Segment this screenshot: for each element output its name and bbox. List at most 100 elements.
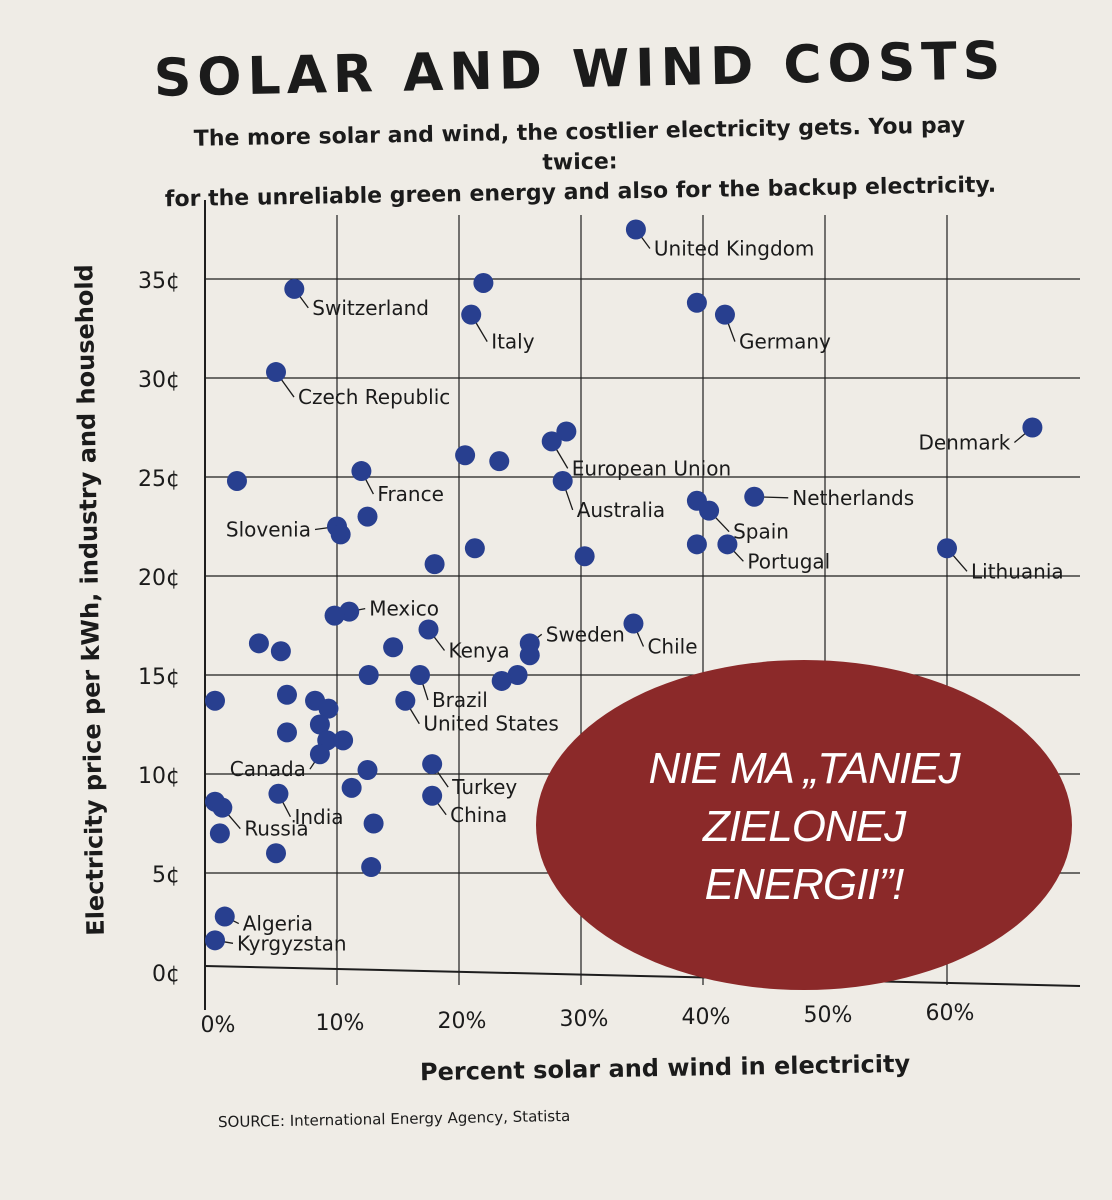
data-point [309, 714, 330, 735]
data-point [491, 670, 512, 691]
point-label: Denmark [918, 431, 1010, 455]
point-label: Sweden [546, 622, 625, 646]
x-axis-line [204, 965, 1081, 987]
x-tick-label: 10% [316, 1011, 365, 1036]
data-point [248, 633, 269, 654]
y-tick-label: 20¢ [138, 566, 180, 591]
data-point [714, 304, 735, 325]
data-point [358, 665, 379, 685]
data-point [357, 506, 378, 527]
data-point [226, 470, 247, 491]
data-point [309, 744, 330, 765]
data-point [422, 785, 443, 806]
data-point [268, 783, 289, 804]
data-point [205, 690, 225, 711]
data-point [699, 500, 720, 521]
x-tick-label: 0% [201, 1013, 236, 1038]
data-point [284, 278, 305, 299]
stamp-line-1: NIE MA „TANIEJ [648, 744, 960, 793]
x-tick-label: 20% [438, 1009, 487, 1034]
y-tick-label: 10¢ [138, 764, 180, 789]
point-label: Netherlands [792, 486, 914, 510]
data-point [473, 272, 494, 293]
point-label: Portugal [747, 549, 830, 573]
data-point [324, 605, 345, 626]
point-label: Canada [230, 757, 306, 781]
point-label: Turkey [451, 775, 517, 799]
data-point [361, 857, 382, 878]
data-point [363, 813, 384, 834]
data-point [625, 219, 646, 240]
data-point [205, 930, 225, 951]
point-label: Russia [244, 817, 308, 841]
data-point [276, 684, 297, 705]
stamp-line-2: ZIELONEJ [702, 802, 906, 851]
x-tick-label: 40% [682, 1005, 731, 1030]
x-tick-label: 30% [560, 1007, 609, 1032]
point-label: Mexico [369, 597, 439, 621]
point-label: United States [423, 712, 558, 736]
data-point [686, 534, 707, 555]
data-point [541, 431, 562, 452]
data-point [507, 665, 528, 685]
y-tick-label: 35¢ [138, 269, 180, 294]
data-point [461, 304, 482, 325]
data-point [744, 486, 765, 507]
point-label: Kenya [449, 638, 510, 662]
point-label: Germany [739, 330, 831, 354]
point-label: Algeria [243, 912, 313, 936]
data-point [395, 690, 416, 711]
data-point [464, 538, 485, 559]
data-point [357, 760, 378, 781]
data-point [330, 524, 351, 545]
data-point [422, 754, 443, 775]
data-point [409, 665, 430, 685]
y-tick-label: 5¢ [152, 863, 180, 888]
data-point [351, 461, 372, 482]
point-label: Australia [577, 498, 665, 522]
y-tick-label: 25¢ [138, 467, 180, 492]
point-label: European Union [572, 456, 731, 480]
data-point [455, 445, 476, 466]
point-label: France [377, 482, 444, 506]
data-point [424, 554, 445, 575]
data-point [212, 797, 233, 818]
point-label: Chile [647, 635, 697, 659]
data-point [574, 546, 595, 567]
data-point [552, 470, 573, 491]
data-point [717, 534, 738, 555]
data-point [341, 777, 362, 798]
data-point [383, 637, 404, 658]
data-point [276, 722, 297, 743]
data-point [214, 906, 235, 927]
point-label: Czech Republic [298, 385, 450, 409]
data-point [266, 843, 286, 864]
data-point [418, 619, 439, 640]
data-point [270, 641, 291, 662]
point-label: India [294, 805, 343, 829]
y-tick-label: 0¢ [152, 962, 180, 987]
data-point [209, 823, 230, 844]
point-label: Spain [733, 520, 789, 544]
data-point [318, 698, 339, 719]
data-point [266, 362, 286, 383]
data-point [556, 421, 577, 442]
stamp-line-3: ENERGII”! [704, 860, 905, 909]
x-tick-label: 60% [926, 1001, 975, 1026]
data-point [937, 538, 957, 559]
data-point [1022, 417, 1043, 438]
data-point [333, 730, 354, 751]
overlay-stamp: NIE MA „TANIEJ ZIELONEJ ENERGII”! [536, 660, 1072, 990]
data-point [489, 451, 510, 472]
overlay-stamp-text: NIE MA „TANIEJ ZIELONEJ ENERGII”! [536, 740, 1072, 914]
point-label: Brazil [432, 688, 488, 712]
point-label: Slovenia [226, 518, 311, 542]
data-point [623, 613, 644, 634]
data-point [519, 645, 540, 666]
point-label: Switzerland [312, 296, 429, 320]
data-point [686, 292, 707, 313]
y-tick-label: 15¢ [138, 665, 180, 690]
point-label: China [450, 803, 507, 827]
